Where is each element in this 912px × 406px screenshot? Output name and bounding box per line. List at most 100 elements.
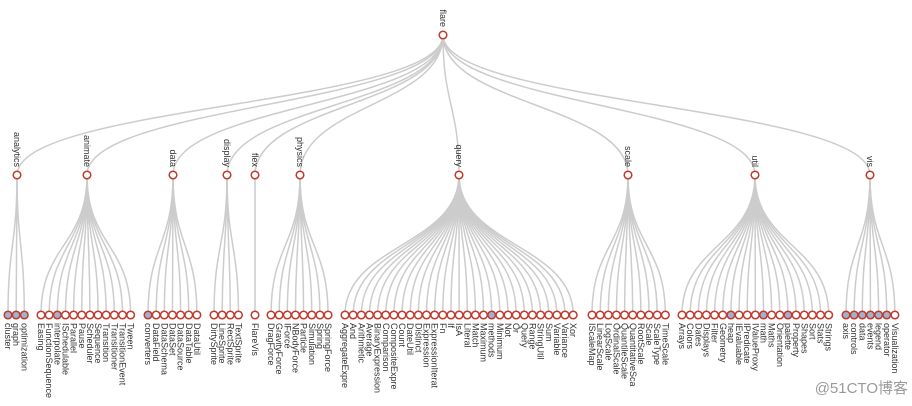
leaf-node-shapes[interactable] — [799, 310, 809, 320]
leaf-node-if[interactable] — [446, 310, 456, 320]
leaf-node-legend[interactable] — [874, 310, 884, 320]
leaf-node-expression[interactable] — [421, 310, 432, 320]
group-node-util[interactable] — [750, 170, 760, 180]
leaf-node-rectsprite[interactable] — [225, 310, 235, 320]
leaf-node-compositeexpre[interactable] — [389, 310, 399, 320]
leaf-node-ievaluable[interactable] — [734, 310, 744, 320]
leaf-node-scaletype[interactable] — [652, 310, 662, 320]
leaf-node-gravityforce[interactable] — [274, 310, 284, 320]
leaf-node-ischedulable[interactable] — [60, 310, 70, 320]
leaf-node-dirtysprite[interactable] — [209, 310, 219, 320]
leaf-node-dragforce[interactable] — [266, 310, 276, 320]
leaf-node-rootscale[interactable] — [636, 310, 646, 320]
leaf-node-arrays[interactable] — [677, 310, 687, 320]
leaf-node-palette[interactable] — [783, 310, 793, 320]
leaf-node-orientation[interactable] — [775, 310, 785, 320]
leaf-node-distinct[interactable] — [413, 310, 423, 320]
leaf-node-strings[interactable] — [824, 310, 834, 320]
leaf-node-scheduler[interactable] — [85, 310, 95, 320]
leaf-node-visualization[interactable] — [890, 310, 900, 320]
leaf-node-maths[interactable] — [767, 310, 777, 320]
leaf-node-displays[interactable] — [701, 310, 712, 320]
leaf-node-axis[interactable] — [841, 310, 851, 320]
leaf-node-nbodyforce[interactable] — [290, 310, 301, 320]
leaf-node-spring[interactable] — [315, 310, 325, 320]
leaf-node-parallel[interactable] — [69, 310, 79, 320]
leaf-node-dates[interactable] — [693, 310, 703, 320]
leaf-node-linearscale[interactable] — [595, 310, 605, 320]
leaf-node-datautil[interactable] — [192, 310, 202, 320]
group-node-scale[interactable] — [623, 170, 633, 180]
leaf-node-expressioniterat[interactable] — [430, 310, 440, 320]
leaf-node-dataset[interactable] — [167, 310, 177, 320]
leaf-node-transitioner[interactable] — [109, 310, 119, 320]
leaf-node-heap[interactable] — [726, 310, 736, 320]
group-node-vis[interactable] — [865, 170, 875, 180]
leaf-node-methods[interactable] — [487, 310, 497, 320]
leaf-node-stats[interactable] — [816, 310, 826, 320]
leaf-node-graph[interactable] — [11, 310, 21, 320]
leaf-node-minimum[interactable] — [495, 310, 505, 320]
leaf-node-stringutil[interactable] — [536, 310, 546, 320]
leaf-node-binaryexpression[interactable] — [373, 310, 383, 320]
leaf-node-optimization[interactable] — [19, 310, 29, 320]
leaf-node-transitionevent[interactable] — [117, 310, 128, 320]
leaf-node-literal[interactable] — [462, 310, 472, 320]
leaf-node-quantilescale[interactable] — [620, 310, 630, 320]
leaf-node-range[interactable] — [527, 310, 538, 320]
leaf-node-springforce[interactable] — [323, 310, 333, 320]
leaf-node-converters[interactable] — [143, 310, 153, 320]
leaf-node-operator[interactable] — [882, 310, 892, 320]
leaf-node-xor[interactable] — [568, 310, 578, 320]
leaf-node-isa[interactable] — [454, 310, 464, 320]
leaf-node-logscale[interactable] — [603, 310, 613, 320]
leaf-node-fn[interactable] — [438, 310, 448, 320]
leaf-node-average[interactable] — [364, 310, 375, 320]
leaf-node-filter[interactable] — [710, 310, 720, 320]
group-node-analytics[interactable] — [12, 170, 22, 180]
leaf-node-datafield[interactable] — [151, 310, 161, 320]
leaf-node-dataschema[interactable] — [159, 310, 169, 320]
leaf-node-sequence[interactable] — [93, 310, 103, 320]
group-node-display[interactable] — [222, 170, 232, 180]
leaf-node-functionsequence[interactable] — [44, 310, 54, 320]
leaf-node-ipredicate[interactable] — [742, 310, 752, 320]
leaf-node-not[interactable] — [503, 310, 513, 320]
leaf-node-tween[interactable] — [126, 310, 136, 320]
leaf-node-iforce[interactable] — [282, 310, 292, 320]
leaf-node-sort[interactable] — [807, 310, 817, 320]
leaf-node-count[interactable] — [397, 310, 407, 320]
leaf-node-sum[interactable] — [544, 310, 554, 320]
leaf-node-comparison[interactable] — [381, 310, 391, 320]
leaf-node-quantitativesca[interactable] — [628, 310, 638, 320]
leaf-node-variance[interactable] — [560, 310, 570, 320]
leaf-node-simulation[interactable] — [307, 310, 317, 320]
leaf-node-and[interactable] — [348, 310, 358, 320]
leaf-node-textsprite[interactable] — [233, 310, 243, 320]
root-node-flare[interactable] — [438, 30, 448, 40]
leaf-node-controls[interactable] — [849, 310, 859, 320]
leaf-node-interpolate[interactable] — [52, 310, 62, 320]
leaf-node-query[interactable] — [519, 310, 529, 320]
group-node-physics[interactable] — [295, 170, 305, 180]
group-node-animate[interactable] — [82, 170, 92, 180]
leaf-node-ivalueproxy[interactable] — [750, 310, 760, 320]
leaf-node-flarevis[interactable] — [250, 310, 260, 320]
leaf-node-geometry[interactable] — [718, 310, 728, 320]
leaf-node-events[interactable] — [865, 310, 876, 320]
leaf-node-particle[interactable] — [299, 310, 309, 320]
group-node-query[interactable] — [454, 170, 464, 180]
leaf-node-timescale[interactable] — [660, 310, 670, 320]
leaf-node-arithmetic[interactable] — [356, 310, 366, 320]
leaf-node-data[interactable] — [857, 310, 867, 320]
leaf-node-match[interactable] — [470, 310, 480, 320]
leaf-node-datatable[interactable] — [184, 310, 194, 320]
leaf-node-aggregateexpre[interactable] — [340, 310, 350, 320]
leaf-node-datasource[interactable] — [176, 310, 186, 320]
leaf-node-scale[interactable] — [644, 310, 654, 320]
leaf-node-linesprite[interactable] — [217, 310, 227, 320]
leaf-node-property[interactable] — [791, 310, 801, 320]
leaf-node-variable[interactable] — [552, 310, 562, 320]
leaf-node-cluster[interactable] — [3, 310, 13, 320]
leaf-node-ordinalscale[interactable] — [611, 310, 622, 320]
